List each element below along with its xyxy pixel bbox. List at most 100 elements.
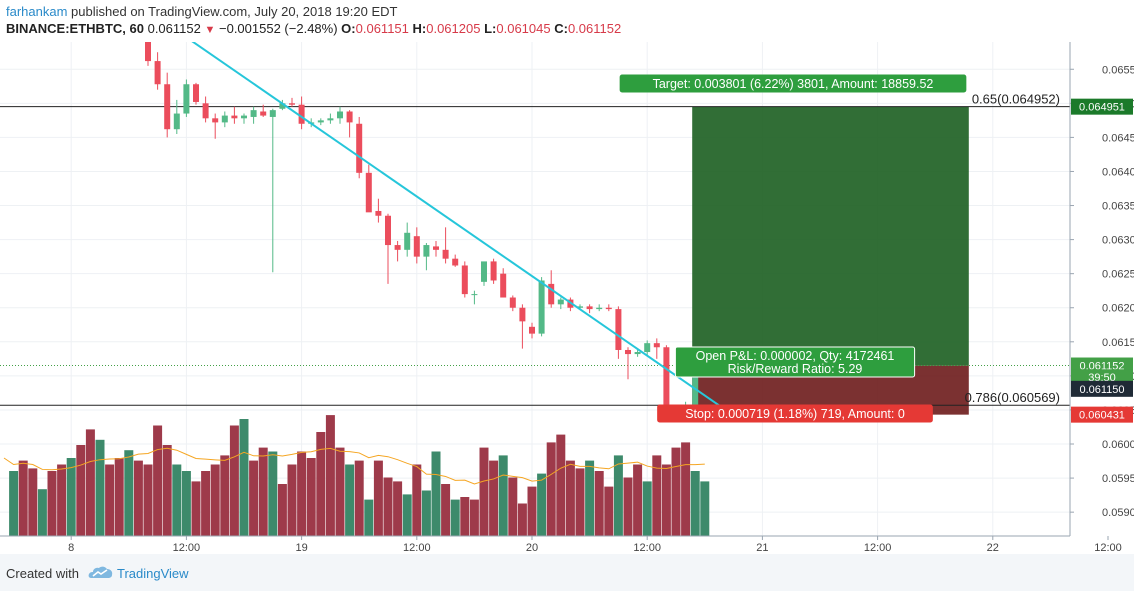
volume-bar <box>249 460 259 536</box>
candle-body[interactable] <box>375 210 382 216</box>
candle-body[interactable] <box>289 103 295 105</box>
candle-body[interactable] <box>461 265 468 295</box>
candle-body[interactable] <box>538 280 545 334</box>
candle-body[interactable] <box>625 349 631 355</box>
y-tick-label: 0.060000 <box>1102 439 1134 451</box>
candle-body[interactable] <box>221 115 228 123</box>
price-tag <box>1071 98 1133 115</box>
candle-body[interactable] <box>317 120 324 123</box>
volume-bar <box>133 460 143 536</box>
candle-body[interactable] <box>615 309 622 350</box>
target-label-box[interactable] <box>619 74 967 93</box>
candle-body[interactable] <box>327 118 334 121</box>
candle-body[interactable] <box>279 103 286 109</box>
tradingview-brand-link[interactable]: TradingView <box>117 566 189 581</box>
candle-body[interactable] <box>634 352 641 355</box>
high-value: 0.061205 <box>426 21 481 36</box>
volume-bar <box>364 499 374 536</box>
volume-bar <box>258 447 268 536</box>
candle-body[interactable] <box>404 232 411 250</box>
pnl-label-box[interactable] <box>674 346 916 378</box>
tradingview-logo-icon[interactable] <box>88 564 114 582</box>
low-label: L: <box>484 21 497 36</box>
candle-body[interactable] <box>519 307 526 322</box>
candle-body[interactable] <box>356 123 363 173</box>
candle-body[interactable] <box>173 113 180 130</box>
volume-bar <box>325 415 335 536</box>
candle-body[interactable] <box>509 297 516 308</box>
candle-body[interactable] <box>663 347 670 409</box>
volume-bar <box>565 460 575 536</box>
target-zone[interactable] <box>692 106 969 366</box>
close-value: 0.061152 <box>567 21 622 36</box>
candle-body[interactable] <box>644 343 651 353</box>
author-link[interactable]: farhankam <box>6 4 68 19</box>
candle-body[interactable] <box>250 110 257 117</box>
y-axis-panel <box>1070 42 1134 536</box>
candle-body[interactable] <box>653 343 660 348</box>
volume-bar <box>66 458 76 536</box>
volume-bar <box>220 455 230 536</box>
candle-body[interactable] <box>577 306 583 308</box>
candle-body[interactable] <box>269 110 276 117</box>
candle-body[interactable] <box>231 115 238 119</box>
candle-body[interactable] <box>154 61 161 85</box>
price-tag-text: 0.064951 <box>1079 102 1125 114</box>
volume-bar <box>162 445 172 536</box>
candle-body[interactable] <box>145 42 151 62</box>
candle-body[interactable] <box>605 307 612 310</box>
candle-body[interactable] <box>529 326 535 334</box>
candle-body[interactable] <box>260 111 267 116</box>
volume-bar <box>661 464 671 536</box>
candle-body[interactable] <box>394 245 401 250</box>
trend-line[interactable] <box>191 42 735 417</box>
high-label: H: <box>412 21 427 36</box>
candle-body[interactable] <box>442 249 449 259</box>
candle-body[interactable] <box>241 115 247 119</box>
volume-bar <box>191 481 201 536</box>
volume-bar <box>210 464 220 536</box>
price-tag <box>1071 380 1133 397</box>
candle-body[interactable] <box>423 245 430 257</box>
candle-body[interactable] <box>452 258 459 266</box>
price-chart[interactable]: 0.65(0.064952) 0.786(0.060569) Target: 0.0… <box>0 42 1134 554</box>
candle-body[interactable] <box>346 111 353 123</box>
candle-body[interactable] <box>548 283 555 305</box>
candle-body[interactable] <box>692 365 699 407</box>
candle-body[interactable] <box>202 103 209 119</box>
x-tick-label: 8 <box>68 542 74 554</box>
pnl-label-text: Risk/Reward Ratio: 5.29 <box>728 362 863 376</box>
candle-body[interactable] <box>298 104 305 124</box>
candle-body[interactable] <box>557 299 564 305</box>
volume-bar <box>393 481 403 536</box>
x-tick-label: 12:00 <box>633 542 661 554</box>
volume-bar <box>537 473 547 536</box>
candle-body[interactable] <box>490 261 497 281</box>
candle-body[interactable] <box>164 84 171 130</box>
created-with-text: Created with <box>6 566 79 581</box>
volume-bar <box>508 477 518 536</box>
candle-body[interactable] <box>365 172 372 213</box>
candle-body[interactable] <box>212 118 219 123</box>
y-tick-label: 0.059000 <box>1102 507 1134 519</box>
volume-bar <box>652 455 662 536</box>
stop-label-box[interactable] <box>657 404 933 423</box>
candle-body[interactable] <box>500 273 507 298</box>
candle-body[interactable] <box>481 261 487 282</box>
candle-body[interactable] <box>596 307 603 310</box>
open-label: O: <box>341 21 356 36</box>
candle-body[interactable] <box>385 215 391 246</box>
candle-body[interactable] <box>413 236 420 257</box>
candle-body[interactable] <box>193 84 199 102</box>
candle-body[interactable] <box>433 246 439 250</box>
price-tag-text: 0.060431 <box>1079 410 1125 422</box>
candle-body[interactable] <box>337 111 343 119</box>
candle-body[interactable] <box>471 294 478 296</box>
candle-body[interactable] <box>183 84 190 114</box>
volume-bar <box>37 489 47 536</box>
volume-bar <box>316 432 326 536</box>
candle-body[interactable] <box>586 306 593 310</box>
volume-bar <box>556 434 566 536</box>
volume-bar <box>277 484 287 536</box>
volume-bar <box>613 455 623 536</box>
